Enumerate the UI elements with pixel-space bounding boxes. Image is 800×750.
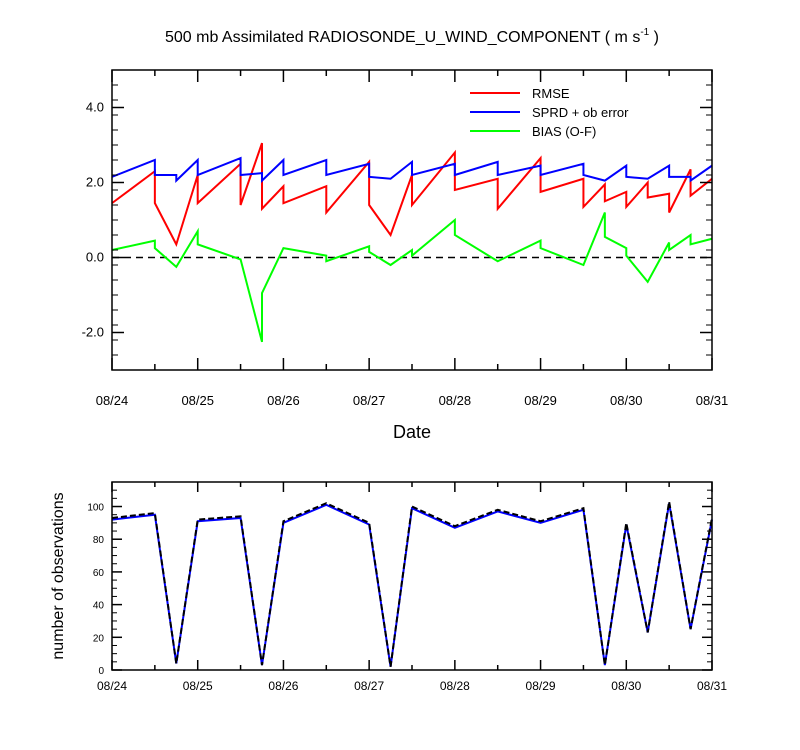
x-tick-label: 08/24: [96, 393, 129, 408]
x-tick-label: 08/25: [181, 393, 214, 408]
y-tick-label: 80: [93, 535, 105, 546]
y-tick-label: 100: [87, 503, 104, 514]
x-tick-label: 08/30: [610, 393, 643, 408]
series-line-observations-solid: [111, 503, 713, 667]
x-tick-label: 08/29: [526, 679, 556, 693]
x-tick-label: 08/27: [354, 679, 384, 693]
series-line-sprd-ob-error: [111, 156, 713, 183]
x-tick-label: 08/31: [696, 393, 729, 408]
x-tick-label: 08/26: [267, 393, 300, 408]
series-line-rmse: [111, 142, 713, 248]
y-tick-label: 4.0: [86, 100, 104, 115]
x-tick-label: 08/25: [183, 679, 213, 693]
y-tick-label: -2.0: [82, 325, 104, 340]
x-tick-label: 08/28: [439, 393, 472, 408]
y-tick-label: 60: [93, 568, 105, 579]
series-line-observations-dashed: [111, 501, 713, 667]
x-tick-label: 08/29: [524, 393, 557, 408]
top-chart-panel: 08/24 08/25 08/26 08/27 08/28 08/29 08/30 08/31…: [82, 69, 729, 442]
x-tick-label: 08/28: [440, 679, 470, 693]
x-tick-label: 08/27: [353, 393, 386, 408]
x-axis-title: Date: [393, 422, 431, 442]
legend-label-bias: BIAS (O-F): [532, 124, 596, 139]
y-tick-label: 0: [98, 666, 104, 677]
x-tick-label: 08/26: [268, 679, 298, 693]
series-line-bias-o-f: [111, 212, 713, 343]
y-tick-label: 2.0: [86, 175, 104, 190]
legend-label-rmse: RMSE: [532, 86, 570, 101]
bottom-chart-panel: 08/24 08/25 08/26 08/27 08/28 08/29 08/30 08/31…: [50, 481, 727, 693]
y-tick-label: 40: [93, 601, 105, 612]
y-tick-label: 20: [93, 633, 105, 644]
legend-label-sprd: SPRD + ob error: [532, 105, 629, 120]
x-tick-label: 08/24: [97, 679, 127, 693]
chart-title: 500 mb Assimilated RADIOSONDE_U_WIND_COM…: [165, 27, 659, 46]
y-axis-title-observations: number of observations: [50, 492, 67, 659]
legend: RMSE SPRD + ob error BIAS (O-F): [470, 86, 629, 139]
x-tick-label: 08/30: [611, 679, 641, 693]
y-tick-label: 0.0: [86, 250, 104, 265]
x-tick-label: 08/31: [697, 679, 727, 693]
